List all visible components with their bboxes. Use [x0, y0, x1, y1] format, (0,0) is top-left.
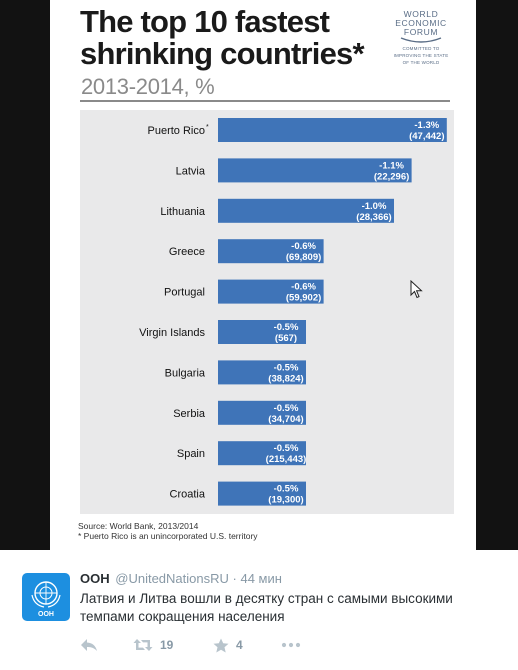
- reply-button[interactable]: [80, 637, 98, 653]
- footnote: * Puerto Rico is an unincorporated U.S. …: [78, 531, 258, 541]
- left-background-strip: [0, 0, 50, 550]
- star-icon: [213, 638, 229, 652]
- bar-population-label: (28,366): [356, 212, 391, 223]
- category-label: Greece: [169, 246, 205, 258]
- bar-value-label: -0.5%: [274, 322, 299, 333]
- wef-logo-name-2: ECONOMIC: [395, 18, 447, 28]
- category-footnote-mark: *: [206, 124, 209, 131]
- tweet-media-image[interactable]: The top 10 fastest shrinking countries* …: [50, 0, 476, 550]
- right-background-strip: [476, 0, 518, 550]
- reply-icon: [81, 639, 97, 651]
- category-label: Portugal: [164, 287, 205, 299]
- bar-value-label: -1.3%: [414, 120, 439, 131]
- bar-value-label: -0.5%: [274, 484, 299, 495]
- avatar[interactable]: ООН: [22, 573, 70, 621]
- wef-tagline-3: OF THE WORLD: [402, 60, 440, 65]
- bar-population-label: (47,442): [409, 131, 444, 142]
- tweet-author-handle[interactable]: @UnitedNationsRU: [115, 571, 229, 586]
- bar-value-label: -0.6%: [291, 241, 316, 252]
- wef-logo: WORLD ECONOMIC FORUM COMMITTED TO IMPROV…: [388, 10, 454, 70]
- wef-logo-name-3: FORUM: [403, 27, 439, 37]
- category-label: Puerto Rico: [148, 125, 205, 137]
- bar: [218, 158, 412, 183]
- chart-source-notes: Source: World Bank, 2013/2014 * Puerto R…: [78, 521, 258, 541]
- source-note: Source: World Bank, 2013/2014: [78, 521, 199, 531]
- wef-logo-name-1: WORLD: [403, 9, 439, 19]
- bar-population-label: (215,443): [266, 454, 307, 465]
- category-label: Latvia: [176, 165, 206, 177]
- category-label: Lithuania: [160, 206, 206, 218]
- retweet-icon: [133, 639, 153, 651]
- bar-value-label: -1.0%: [362, 201, 387, 212]
- bar-population-label: (567): [275, 333, 297, 344]
- wef-tagline-2: IMPROVING THE STATE: [393, 53, 449, 58]
- tweet-actions: 19 4: [80, 637, 380, 653]
- avatar-label: ООН: [38, 611, 54, 618]
- retweet-button[interactable]: 19: [133, 637, 173, 653]
- bar-population-label: (34,704): [268, 414, 303, 425]
- bar: [218, 441, 306, 466]
- tweet[interactable]: ООН ООН @UnitedNationsRU · 44 мин Латвия…: [0, 550, 518, 670]
- un-emblem-icon: [31, 581, 61, 608]
- chart-subtitle: 2013-2014, %: [81, 74, 215, 99]
- wef-tagline-1: COMMITTED TO: [402, 46, 440, 51]
- bar-value-label: -1.1%: [379, 160, 404, 171]
- title-rule: [80, 100, 450, 102]
- category-label: Bulgaria: [165, 367, 206, 379]
- favorite-count: 4: [236, 638, 243, 652]
- tweet-header: ООН @UnitedNationsRU · 44 мин: [80, 571, 282, 586]
- bar: [218, 279, 324, 304]
- category-label: Serbia: [173, 408, 206, 420]
- bar-value-label: -0.5%: [274, 443, 299, 454]
- bar-value-label: -0.5%: [274, 403, 299, 414]
- tweet-timestamp[interactable]: 44 мин: [240, 571, 282, 586]
- tweet-text: Латвия и Литва вошли в десятку стран с с…: [80, 591, 453, 624]
- retweet-count: 19: [160, 638, 174, 652]
- bar: [218, 239, 324, 264]
- category-label: Croatia: [170, 489, 206, 501]
- bar: [218, 360, 306, 385]
- category-label: Spain: [177, 448, 205, 460]
- chart-title: The top 10 fastest shrinking countries*: [80, 4, 365, 71]
- chart-panel: Puerto Rico * -1.3% (47,442) Latvia -1.1% (22,…: [80, 110, 454, 514]
- bar: [218, 481, 306, 506]
- bar: [218, 118, 447, 142]
- bar: [218, 198, 394, 223]
- header-separator: ·: [232, 571, 237, 586]
- bar: [218, 400, 306, 425]
- category-label: Virgin Islands: [139, 327, 205, 339]
- bar-population-label: (19,300): [268, 495, 303, 506]
- wef-arc-icon: [400, 37, 442, 43]
- bar-population-label: (69,809): [286, 252, 321, 263]
- bar-value-label: -0.5%: [274, 362, 299, 373]
- favorite-button[interactable]: 4: [213, 637, 243, 653]
- mouse-cursor-icon: [410, 280, 423, 299]
- bar-population-label: (38,824): [268, 373, 303, 384]
- bar-chart: Puerto Rico * -1.3%(47,442) Latvia -1.1%(22,…: [139, 118, 447, 506]
- more-button[interactable]: [281, 637, 301, 653]
- more-icon: [281, 642, 301, 648]
- bar-value-label: -0.6%: [291, 282, 316, 293]
- tweet-author-name[interactable]: ООН: [80, 571, 110, 586]
- bar: [218, 320, 306, 344]
- bar-population-label: (22,296): [374, 171, 409, 182]
- bar-population-label: (59,902): [286, 293, 321, 304]
